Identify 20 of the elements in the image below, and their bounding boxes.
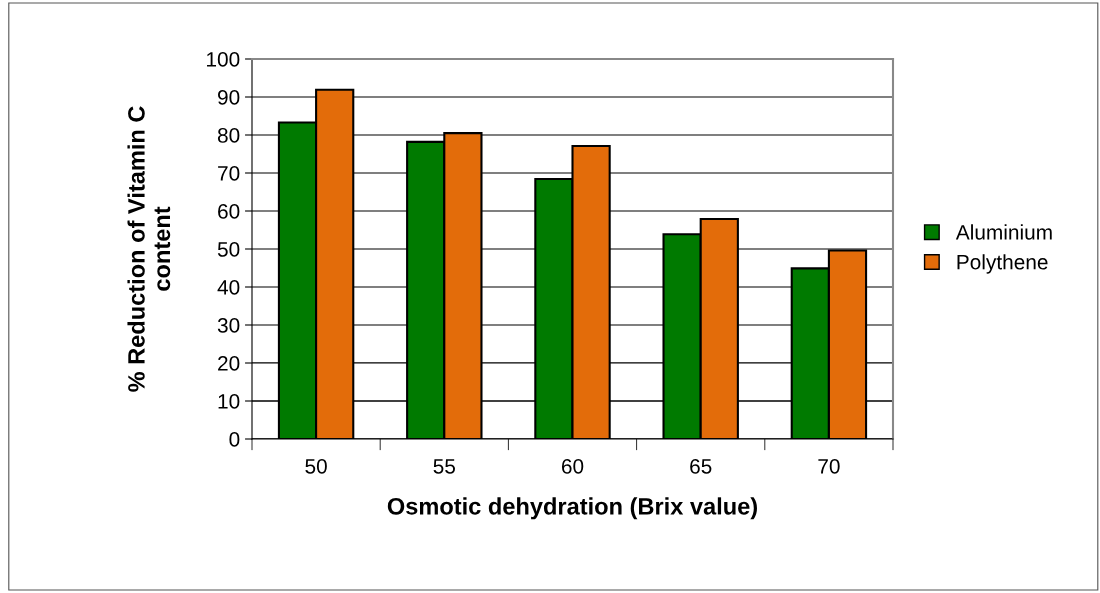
x-axis-title: Osmotic dehydration (Brix value) bbox=[387, 497, 757, 520]
y-tick-label: 70 bbox=[218, 166, 240, 181]
y-tick-label: 100 bbox=[207, 52, 240, 67]
legend-label: Polythene bbox=[957, 254, 1048, 274]
legend-label: Aluminium bbox=[955, 224, 1052, 240]
y-tick-label: 60 bbox=[218, 204, 240, 219]
x-tick-label: 50 bbox=[305, 458, 327, 474]
x-tick-label: 55 bbox=[433, 459, 456, 474]
y-tick-label: 30 bbox=[217, 318, 240, 333]
y-tick-label: 10 bbox=[218, 394, 240, 409]
y-tick-label: 20 bbox=[218, 356, 240, 371]
y-tick-label: 40 bbox=[217, 280, 240, 295]
y-tick-label: 0 bbox=[229, 432, 240, 447]
y-axis-title: % Reduction of Vitamin C content bbox=[127, 106, 171, 392]
x-tick-label: 65 bbox=[690, 458, 712, 474]
x-tick-label: 70 bbox=[818, 458, 840, 474]
y-tick-label: 50 bbox=[217, 242, 240, 257]
x-tick-label: 60 bbox=[561, 458, 584, 474]
y-tick-label: 80 bbox=[217, 128, 240, 143]
y-tick-label: 90 bbox=[218, 90, 240, 105]
